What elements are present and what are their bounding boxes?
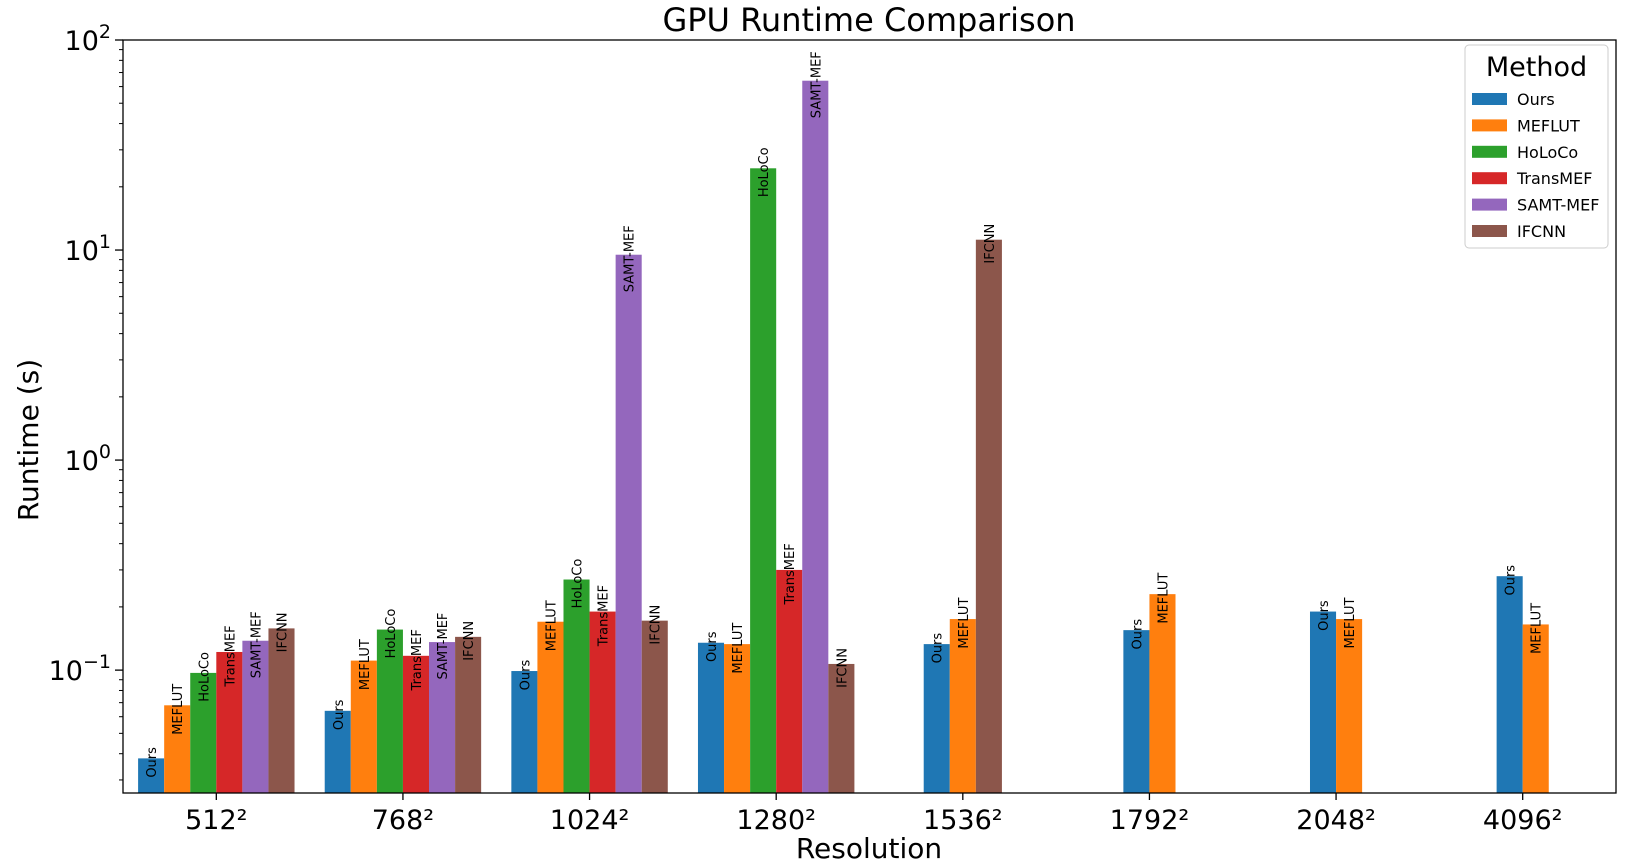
y-tick-label: 102 xyxy=(65,21,111,57)
axes-layer: 512² 768² 1024² 1280² 1536² 1792² 2048² 4096² 10… xyxy=(49,21,1617,836)
bar-label: HoLoCo xyxy=(757,147,772,197)
bar-ifcnn xyxy=(828,663,855,793)
bar-samt-mef xyxy=(242,640,269,793)
x-tick-label: 512² xyxy=(185,805,247,836)
bar-transmef xyxy=(776,569,803,793)
y-tick-label: 100 xyxy=(65,441,111,477)
bar-samt-mef xyxy=(802,80,829,793)
bar-samt-mef xyxy=(615,254,642,794)
bar-label: Ours xyxy=(1130,619,1145,650)
bar-meflut xyxy=(1522,624,1549,793)
bar-meflut xyxy=(1336,619,1363,793)
bar-label: IFCNN xyxy=(983,224,998,264)
bar-label: Ours xyxy=(145,747,160,778)
bar-label: HoLoCo xyxy=(571,559,586,609)
bars-layer: Ours MEFLUT HoLoCo TransMEF SAMT-MEF IFCNN Our… xyxy=(138,51,1549,794)
bar-holoco xyxy=(563,579,590,793)
bar-label: MEFLUT xyxy=(1343,598,1358,649)
bar-label: MEFLUT xyxy=(171,684,186,735)
legend-entry-label: MEFLUT xyxy=(1517,116,1580,135)
legend: Method Ours MEFLUT HoLoCo TransMEF SAMT-MEF IF… xyxy=(1464,44,1609,249)
bar-label: MEFLUT xyxy=(358,639,373,690)
bar-holoco xyxy=(190,672,217,793)
bar-label: IFCNN xyxy=(462,621,477,661)
bar-label: HoLoCo xyxy=(384,609,399,659)
bar-ours xyxy=(138,758,165,793)
bar-meflut xyxy=(949,619,976,793)
bar-label: IFCNN xyxy=(649,605,664,645)
bar-ifcnn xyxy=(641,620,668,793)
bar-transmef xyxy=(216,651,243,793)
bar-transmef xyxy=(589,611,616,793)
bar-ifcnn xyxy=(975,239,1002,793)
x-tick-label: 2048² xyxy=(1296,805,1376,836)
bar-label: TransMEF xyxy=(783,543,798,605)
y-tick-label: 101 xyxy=(65,231,111,267)
bar-label: MEFLUT xyxy=(1156,573,1171,624)
bar-ifcnn xyxy=(268,628,295,793)
bar-meflut xyxy=(537,621,564,793)
bar-label: Ours xyxy=(1317,600,1332,631)
legend-entry-label: Ours xyxy=(1517,90,1555,109)
bar-label: Ours xyxy=(1504,565,1519,596)
bar-label: Ours xyxy=(931,633,946,664)
bar-label: IFCNN xyxy=(835,648,850,688)
bar-holoco xyxy=(750,168,777,794)
bar-ours xyxy=(923,644,950,793)
bar-label: TransMEF xyxy=(597,585,612,647)
x-axis-label: Resolution xyxy=(796,832,942,862)
bar-ours xyxy=(1496,576,1523,793)
x-tick-label: 768² xyxy=(372,805,434,836)
x-tick-label: 1280² xyxy=(736,805,816,836)
bar-meflut xyxy=(724,644,751,793)
bar-ours xyxy=(1123,630,1150,793)
y-axis-label: Runtime (s) xyxy=(12,359,45,521)
legend-swatch xyxy=(1472,172,1507,185)
bar-label: IFCNN xyxy=(275,612,290,652)
x-tick-label: 1024² xyxy=(550,805,630,836)
bar-ours xyxy=(697,642,725,793)
legend-entry-label: TransMEF xyxy=(1516,169,1592,188)
x-tick-label: 1792² xyxy=(1110,805,1190,836)
x-tick-label: 1536² xyxy=(923,805,1003,836)
bar-transmef xyxy=(402,655,430,793)
bar-ours xyxy=(1309,611,1337,793)
x-tick-label: 4096² xyxy=(1483,805,1563,836)
bar-label: SAMT-MEF xyxy=(436,613,451,680)
plot-frame xyxy=(122,39,1617,794)
y-tick-label: 10−1 xyxy=(49,651,111,687)
bar-label: Ours xyxy=(518,660,533,691)
bar-label: SAMT-MEF xyxy=(809,51,824,118)
bar-label: TransMEF xyxy=(223,625,238,687)
legend-entry-label: SAMT-MEF xyxy=(1517,196,1599,215)
legend-entry-label: IFCNN xyxy=(1517,222,1566,241)
bar-meflut xyxy=(164,705,191,793)
bar-label: HoLoCo xyxy=(197,652,212,702)
bar-samt-mef xyxy=(429,642,456,793)
bar-label: MEFLUT xyxy=(1530,603,1545,654)
bar-ifcnn xyxy=(455,636,482,793)
bar-label: TransMEF xyxy=(410,629,425,691)
legend-swatch xyxy=(1472,198,1507,211)
bar-label: MEFLUT xyxy=(731,623,746,674)
bar-label: MEFLUT xyxy=(957,598,972,649)
legend-swatch xyxy=(1472,119,1507,132)
bar-label: Ours xyxy=(705,631,720,662)
bar-label: SAMT-MEF xyxy=(249,611,264,678)
bar-ours xyxy=(324,710,351,793)
legend-title: Method xyxy=(1486,52,1587,83)
bar-label: SAMT-MEF xyxy=(623,225,638,292)
bar-meflut xyxy=(1149,594,1176,793)
chart-title: GPU Runtime Comparison xyxy=(662,1,1075,39)
legend-swatch xyxy=(1472,93,1507,105)
bar-label: MEFLUT xyxy=(544,600,559,651)
bar-holoco xyxy=(376,629,403,793)
bar-ours xyxy=(511,671,538,793)
legend-entry-label: HoLoCo xyxy=(1517,143,1578,162)
bar-label: Ours xyxy=(332,699,347,730)
bar-meflut xyxy=(350,660,377,793)
legend-swatch xyxy=(1472,225,1507,237)
legend-swatch xyxy=(1472,145,1507,158)
